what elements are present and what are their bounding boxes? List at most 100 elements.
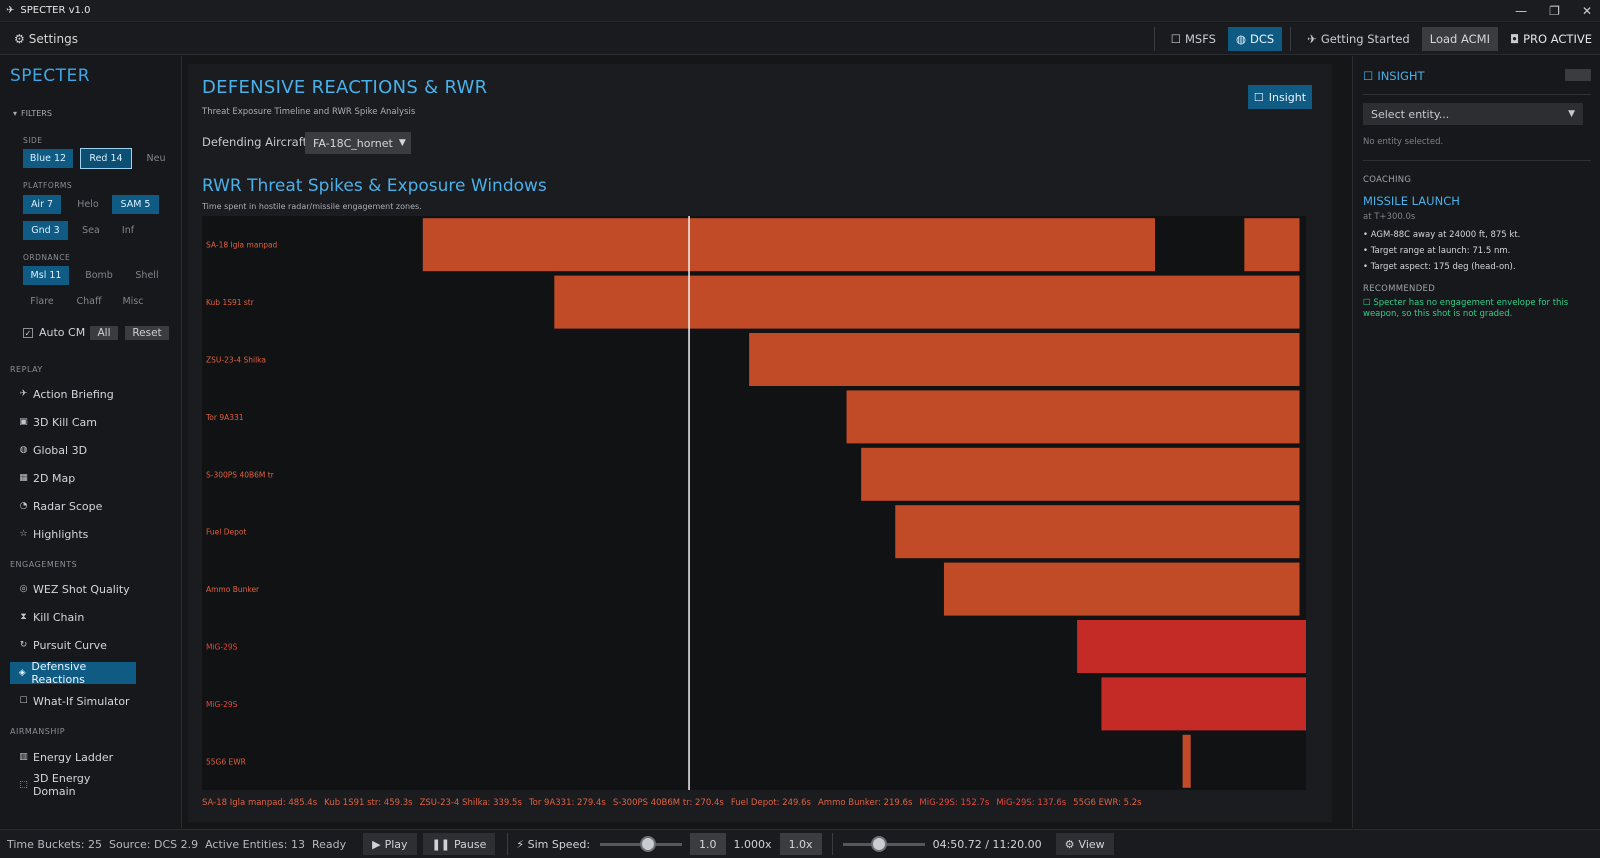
nav-kill-chain[interactable]: ⧗ Kill Chain	[10, 606, 136, 628]
chip-misc[interactable]: Misc	[122, 296, 144, 307]
chip-sea[interactable]: Sea	[82, 225, 100, 236]
chip-blue[interactable]: Blue 12	[23, 149, 73, 168]
chip-chaff[interactable]: Chaff	[76, 296, 102, 307]
divider	[1363, 160, 1591, 161]
legend-entry: 55G6 EWR: 5.2s	[1073, 798, 1142, 808]
nav-highlights[interactable]: ☆ Highlights	[10, 523, 136, 545]
view-button[interactable]: ⚙ View	[1055, 833, 1114, 855]
chip-helo[interactable]: Helo	[77, 199, 99, 210]
chip-sam[interactable]: SAM 5	[112, 195, 159, 214]
getting-started-button[interactable]: ✈ Getting Started	[1299, 27, 1418, 51]
sim-speed-slider[interactable]	[600, 833, 683, 855]
exposure-bar[interactable]	[895, 505, 1300, 559]
exposure-bar[interactable]	[1182, 734, 1191, 788]
nav-defensive-reactions[interactable]: ◈ Defensive Reactions	[10, 660, 136, 686]
settings-button[interactable]: ⚙ Settings	[14, 32, 78, 46]
nav-pursuit-curve[interactable]: ↻ Pursuit Curve	[10, 634, 136, 656]
exposure-bar[interactable]	[943, 562, 1300, 616]
legend-entry: Tor 9A331: 279.4s	[528, 798, 606, 808]
defending-aircraft-value: FA-18C_hornet	[313, 136, 393, 150]
refresh-icon: ↻	[19, 640, 28, 650]
legend-entry: S-300PS 40B6M tr: 270.4s	[612, 798, 724, 808]
chip-missile[interactable]: Msl 11	[23, 266, 69, 285]
nav-action-briefing[interactable]: ✈ Action Briefing	[10, 383, 136, 405]
exposure-bar[interactable]	[846, 390, 1300, 444]
nav-label: Global 3D	[33, 443, 88, 457]
pro-active-badge[interactable]: ◘ PRO ACTIVE	[1502, 27, 1600, 51]
slider-knob[interactable]	[639, 836, 656, 852]
dcs-button[interactable]: ◍ DCS	[1227, 27, 1283, 51]
speed-preset-button[interactable]: 1.0x	[779, 833, 822, 855]
checkbox-icon[interactable]: ✓	[23, 327, 33, 338]
chip-bomb[interactable]: Bomb	[85, 270, 113, 281]
insight-label: Insight	[1268, 90, 1307, 104]
panel-collapse-button[interactable]	[1565, 69, 1591, 81]
chip-flare[interactable]: Flare	[30, 296, 54, 307]
cube-icon: ⬚	[19, 780, 28, 790]
threat-label: MiG-29S	[206, 643, 238, 652]
chip-neutral[interactable]: Neu	[146, 153, 166, 164]
no-entity-text: No entity selected.	[1363, 137, 1444, 147]
active-entities-text: Active Entities: 13	[205, 837, 305, 851]
chip-air[interactable]: Air 7	[23, 195, 61, 214]
exposure-bar[interactable]	[422, 218, 1156, 272]
exposure-bar[interactable]	[861, 447, 1300, 501]
slider-knob[interactable]	[870, 836, 887, 852]
restore-icon[interactable]: ❐	[1549, 4, 1560, 18]
square-icon: ☐	[19, 696, 28, 706]
nav-global-3d[interactable]: ◍ Global 3D	[10, 439, 136, 461]
pause-button[interactable]: ❚❚ Pause	[422, 833, 496, 855]
msfs-button[interactable]: ☐ MSFS	[1163, 27, 1224, 51]
auto-cm-toggle[interactable]: ✓ Auto CM	[23, 326, 85, 339]
threat-label: MiG-29S	[206, 700, 238, 709]
radar-icon: ◔	[19, 501, 28, 511]
filters-toggle[interactable]: ▾ FILTERS	[13, 109, 52, 118]
minimize-icon[interactable]: —	[1515, 4, 1528, 18]
sidebar: SPECTER ▾ FILTERS SIDE Blue 12 Red 14 Ne…	[0, 56, 182, 828]
nav-2d-map[interactable]: ▦ 2D Map	[10, 467, 136, 489]
defending-aircraft-select[interactable]: FA-18C_hornet ▼	[305, 132, 411, 154]
exposure-bar[interactable]	[1101, 677, 1306, 731]
nav-3d-energy-domain[interactable]: ⬚ 3D Energy Domain	[10, 772, 136, 798]
close-icon[interactable]: ✕	[1581, 4, 1592, 18]
divider	[1290, 27, 1292, 51]
exposure-bar[interactable]	[1077, 620, 1306, 673]
pause-label: Pause	[454, 837, 487, 851]
legend-entry: Fuel Depot: 249.6s	[730, 798, 811, 808]
nav-what-if-simulator[interactable]: ☐ What-If Simulator	[10, 690, 136, 712]
badge-icon: ◘	[1510, 32, 1520, 46]
sim-speed-label-text: Sim Speed:	[527, 837, 591, 851]
lightning-icon: ⚡	[516, 837, 525, 851]
entity-select[interactable]: Select entity... ▼	[1363, 103, 1583, 125]
threat-label: 55G6 EWR	[206, 757, 246, 766]
nav-wez-shot-quality[interactable]: ◎ WEZ Shot Quality	[10, 578, 136, 600]
chip-shell[interactable]: Shell	[135, 270, 159, 281]
threat-exposure-chart[interactable]: SA-18 Igla manpad Kub 1S91 str ZSU-23-4 Sh…	[202, 216, 1306, 790]
bar-chart-icon: ▥	[19, 752, 28, 762]
chip-red[interactable]: Red 14	[80, 148, 132, 169]
nav-label: 2D Map	[33, 471, 76, 485]
exposure-bar[interactable]	[554, 275, 1300, 329]
chip-inf[interactable]: Inf	[121, 225, 135, 236]
nav-energy-ladder[interactable]: ▥ Energy Ladder	[10, 746, 136, 768]
insight-button[interactable]: ☐ Insight	[1248, 85, 1312, 109]
all-button[interactable]: All	[90, 326, 118, 340]
sim-speed-input[interactable]: 1.0	[690, 833, 726, 855]
chart-legend: SA-18 Igla manpad: 485.4s Kub 1S91 str: 4…	[202, 798, 1142, 810]
nav-3d-kill-cam[interactable]: ▣ 3D Kill Cam	[10, 411, 136, 433]
nav-label: WEZ Shot Quality	[33, 582, 130, 596]
gear-icon: ⚙	[1064, 837, 1075, 851]
divider	[831, 833, 833, 855]
exposure-bar[interactable]	[749, 333, 1300, 386]
reset-button[interactable]: Reset	[125, 326, 169, 340]
load-acmi-button[interactable]: Load ACMI	[1421, 27, 1498, 51]
nav-radar-scope[interactable]: ◔ Radar Scope	[10, 495, 136, 517]
timeline-slider[interactable]	[842, 833, 925, 855]
play-button[interactable]: ▶ Play	[363, 833, 417, 855]
coaching-time: at T+300.0s	[1363, 212, 1416, 222]
sim-speed-readout: 1.000x	[733, 837, 772, 851]
legend-entry: MiG-29S: 152.7s	[919, 798, 990, 808]
exposure-bar[interactable]	[1244, 218, 1300, 272]
chip-gnd[interactable]: Gnd 3	[23, 221, 68, 240]
legend-entry: MiG-29S: 137.6s	[996, 798, 1067, 808]
